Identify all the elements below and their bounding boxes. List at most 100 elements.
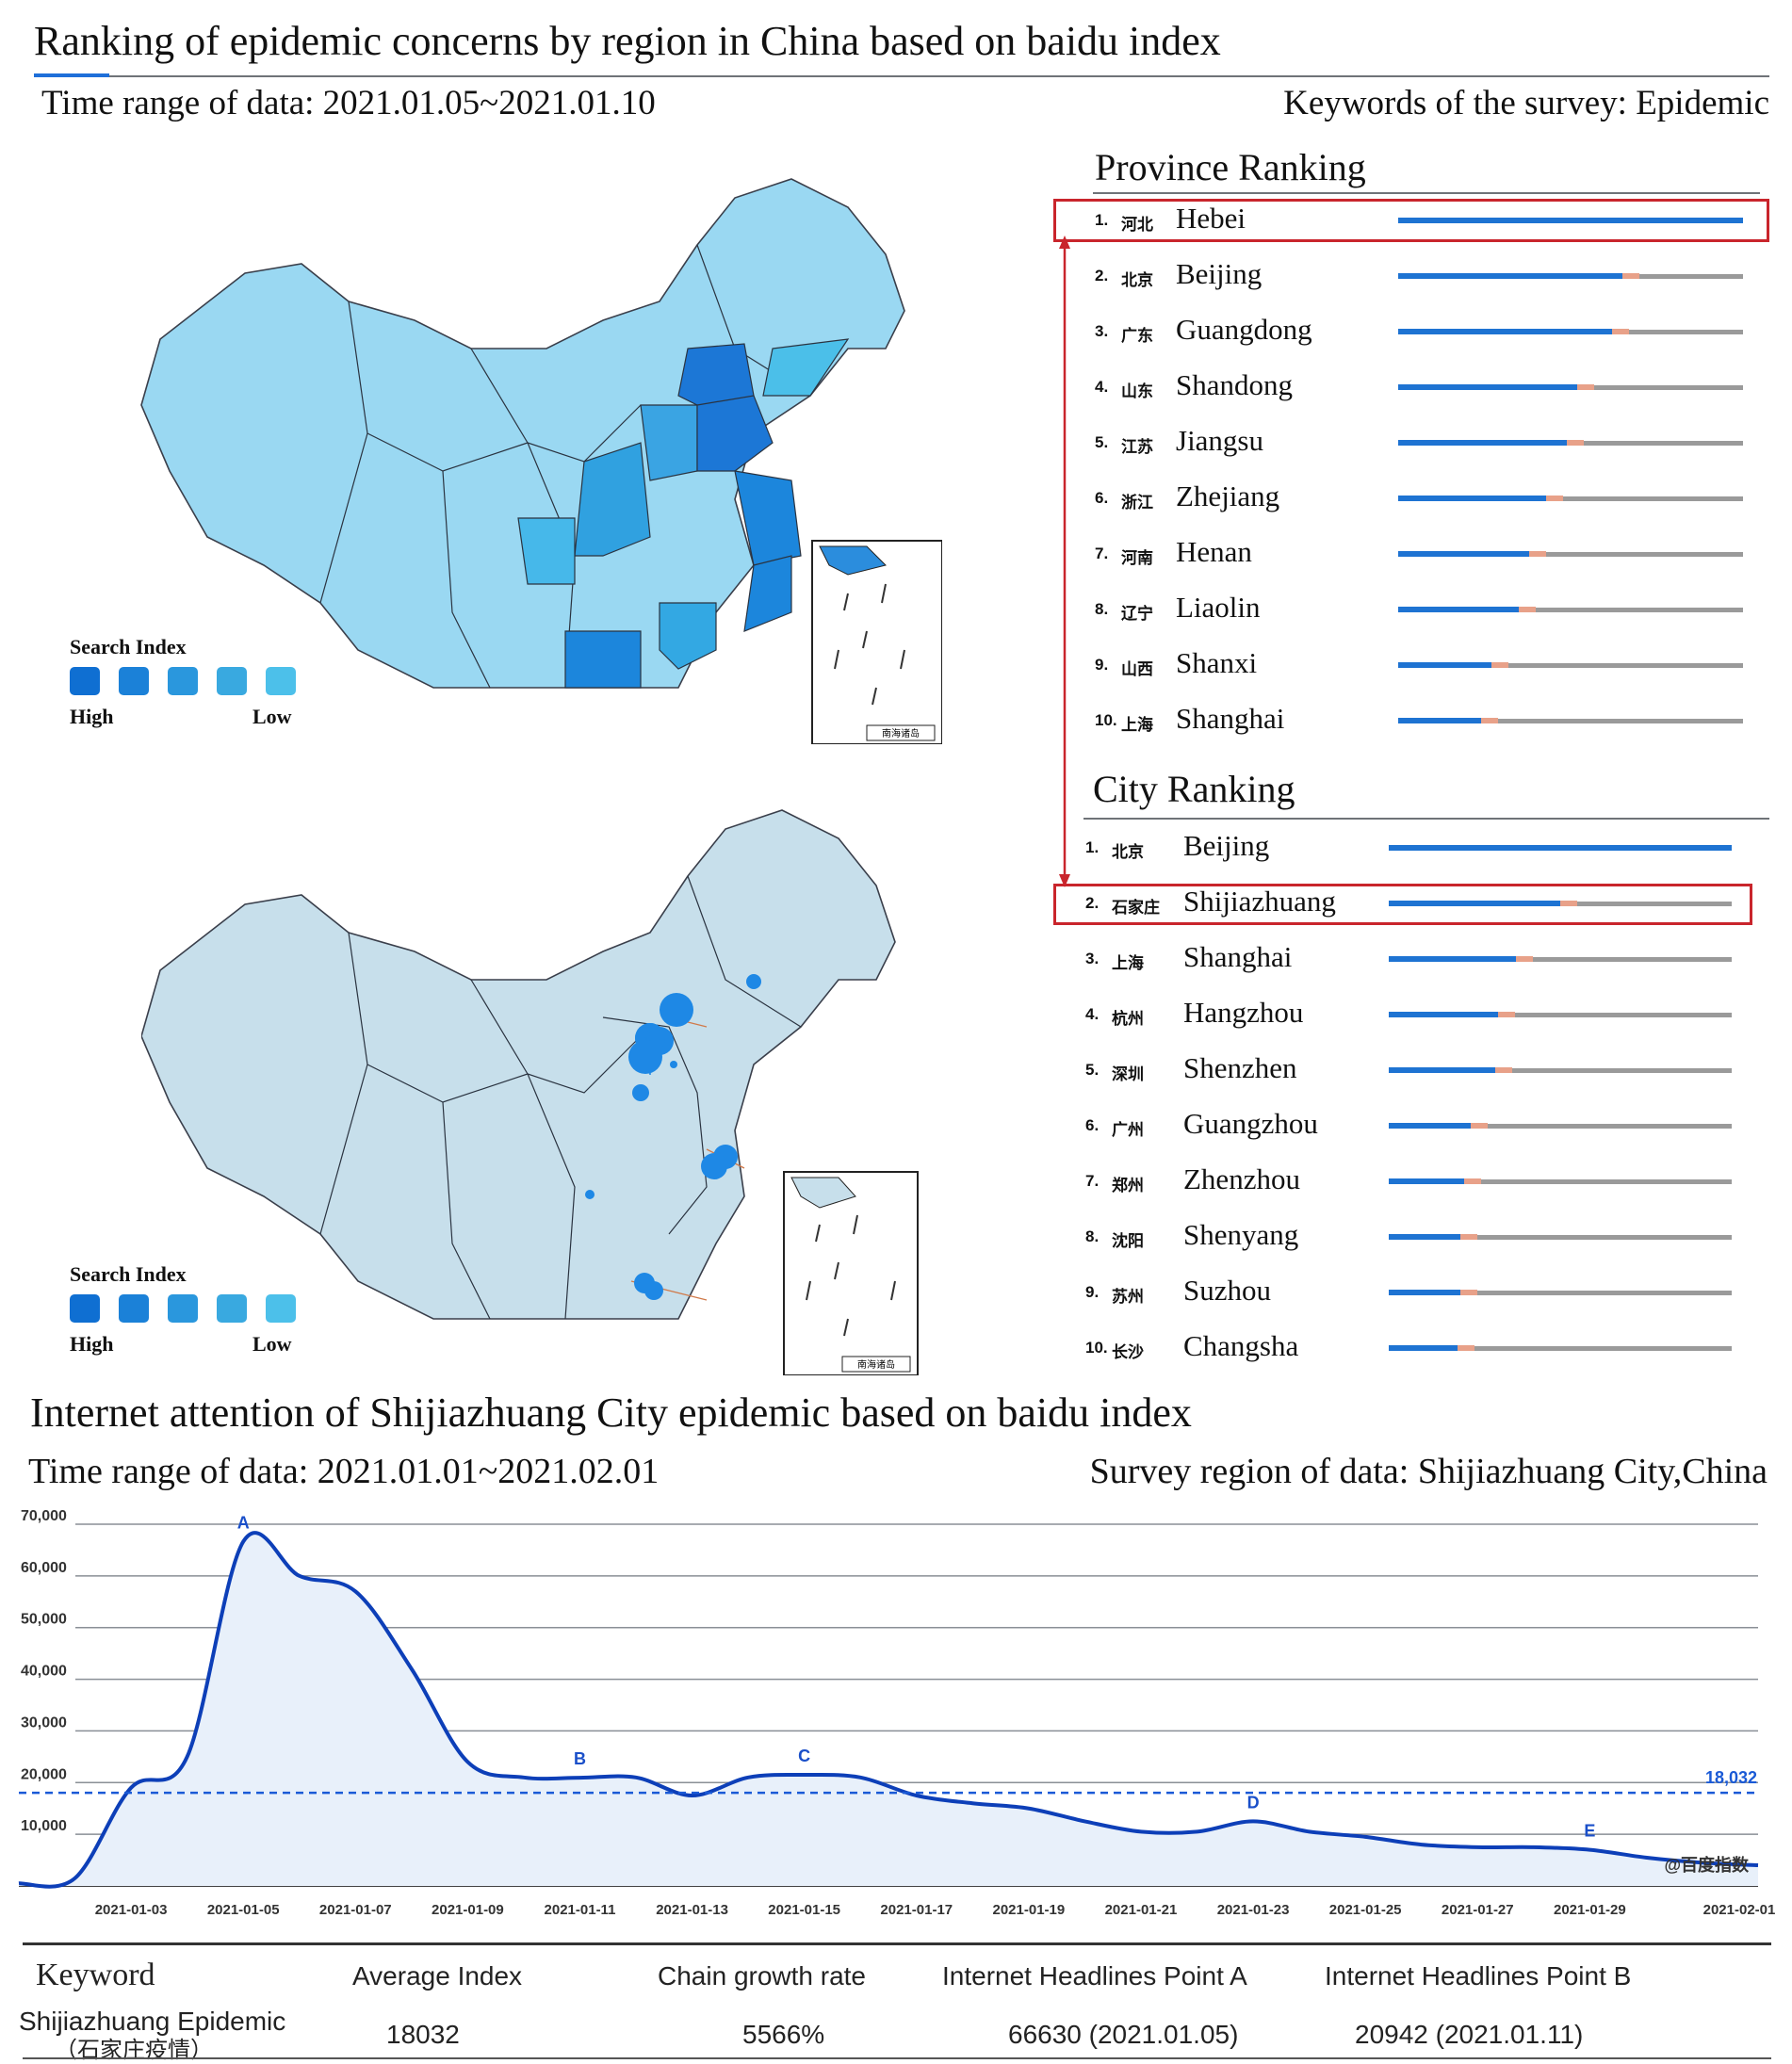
rank-bar-fill — [1389, 1345, 1458, 1351]
rank-number: 3. — [1085, 950, 1100, 967]
rank-bar-track — [1398, 384, 1743, 390]
rank-name-en: Shijiazhuang — [1183, 885, 1336, 918]
rank-number: 9. — [1085, 1283, 1100, 1301]
rank-name-cn: 辽宁 — [1121, 605, 1153, 624]
province_ranking-row: 3. 广东 Guangdong — [1095, 309, 1754, 356]
rank-name-en: Shanxi — [1176, 646, 1258, 679]
legend-high: High — [70, 705, 114, 728]
rank-bar-track — [1389, 1345, 1732, 1351]
rank-name-en: Suzhou — [1183, 1274, 1271, 1307]
city_ranking-row: 6. 广州 Guangzhou — [1085, 1103, 1745, 1150]
rank-bar-track — [1398, 496, 1743, 501]
legend-swatch-3b — [168, 1294, 198, 1323]
legend-swatch-4 — [217, 667, 247, 695]
city_ranking-row: 8. 沈阳 Shenyang — [1085, 1214, 1745, 1261]
rank-number: 5. — [1095, 433, 1109, 451]
table-header-keyword: Keyword — [36, 1958, 155, 1992]
time-range-label: Time range of data: 2021.01.05~2021.01.1… — [41, 84, 656, 122]
province_ranking-row: 7. 河南 Henan — [1095, 531, 1754, 578]
annotation-label: D — [1247, 1793, 1260, 1812]
rank-bar-fill — [1398, 607, 1520, 612]
rank-bar-track — [1389, 1012, 1732, 1017]
rank-name-en: Liaolin — [1176, 591, 1261, 624]
legend-swatch-5b — [266, 1294, 296, 1323]
rank-bar-tip — [1567, 440, 1585, 446]
rank-name-en: Zhejiang — [1176, 479, 1280, 512]
rank-name-cn: 广东 — [1121, 327, 1153, 346]
rank-bar-fill — [1389, 845, 1732, 851]
rank-bar-fill — [1398, 496, 1547, 501]
city_ranking-row: 2. 石家庄 Shijiazhuang — [1085, 881, 1745, 928]
inset-label: 南海诸岛 — [882, 727, 920, 739]
rank-bar-track — [1398, 607, 1743, 612]
annotation-label: C — [798, 1747, 810, 1765]
rank-bar-track — [1389, 901, 1732, 906]
table-header-point-b: Internet Headlines Point B — [1325, 1961, 1632, 1991]
table-chain: 5566% — [742, 2020, 825, 2049]
rank-number: 10. — [1085, 1339, 1108, 1357]
section2-title: Internet attention of Shijiazhuang City … — [30, 1390, 1192, 1436]
legend-swatch-1b — [70, 1294, 100, 1323]
inset-label-2: 南海诸岛 — [857, 1358, 895, 1371]
average-label: 18,032 — [1705, 1768, 1757, 1787]
rank-name-en: Changsha — [1183, 1329, 1299, 1362]
rank-bar-fill — [1389, 956, 1516, 962]
legend-swatch-5 — [266, 667, 296, 695]
highlight-shijiazhuang — [1053, 884, 1752, 925]
rank-number: 7. — [1085, 1172, 1100, 1190]
rank-bar-fill — [1398, 551, 1530, 557]
rank-bar-fill — [1389, 1290, 1461, 1295]
province_ranking-row: 4. 山东 Shandong — [1095, 365, 1754, 412]
rank-name-cn: 郑州 — [1112, 1177, 1144, 1195]
rank-name-cn: 山西 — [1121, 660, 1153, 679]
x-tick-label: 2021-01-09 — [432, 1902, 504, 1918]
legend-title: Search Index — [70, 635, 187, 658]
rank-bar-tip — [1460, 1234, 1478, 1240]
province_ranking-row: 10. 上海 Shanghai — [1095, 698, 1754, 745]
bubble-shenzhen — [644, 1281, 663, 1300]
table-header-chain: Chain growth rate — [658, 1961, 867, 1991]
rank-name-cn: 苏州 — [1112, 1288, 1144, 1307]
rank-name-cn: 深圳 — [1112, 1065, 1144, 1084]
city_ranking-row: 4. 杭州 Hangzhou — [1085, 992, 1745, 1039]
rank-name-en: Hebei — [1176, 202, 1246, 235]
rank-name-cn: 河南 — [1121, 549, 1153, 568]
legend-title-2: Search Index — [70, 1262, 187, 1286]
rank-name-en: Beijing — [1176, 257, 1263, 290]
rank-bar-tip — [1560, 901, 1577, 906]
rank-bar-tip — [1460, 1290, 1478, 1295]
rank-bar-track — [1398, 329, 1743, 334]
rank-name-en: Henan — [1176, 535, 1252, 568]
rank-bar-fill — [1389, 1178, 1465, 1184]
rank-number: 1. — [1095, 211, 1109, 229]
y-tick-label: 50,000 — [21, 1612, 67, 1628]
rank-bar-fill — [1398, 384, 1578, 390]
x-tick-label: 2021-01-21 — [1105, 1902, 1178, 1918]
rank-bar-fill — [1398, 329, 1612, 334]
y-tick-label: 20,000 — [21, 1766, 67, 1782]
rank-bar-tip — [1621, 273, 1639, 279]
rank-number: 6. — [1095, 489, 1109, 507]
baidu-watermark: @百度指数 — [1664, 1855, 1750, 1875]
bubble-beijing — [660, 993, 693, 1027]
x-tick-label: 2021-01-23 — [1217, 1902, 1290, 1918]
rank-number: 4. — [1085, 1005, 1100, 1023]
rank-bar-track — [1389, 845, 1732, 851]
rank-name-en: Beijing — [1183, 829, 1270, 862]
legend-swatch-4b — [217, 1294, 247, 1323]
legend-swatch-3 — [168, 667, 198, 695]
rank-bar-fill — [1389, 1234, 1461, 1240]
rank-bar-tip — [1519, 607, 1537, 612]
bubble-changsha — [585, 1190, 595, 1199]
rank-bar-fill — [1398, 273, 1622, 279]
rank-number: 4. — [1095, 378, 1109, 396]
y-tick-label: 10,000 — [21, 1818, 67, 1834]
rank-name-en: Shandong — [1176, 368, 1293, 401]
legend-swatch-2 — [119, 667, 149, 695]
city_ranking-row: 7. 郑州 Zhenzhou — [1085, 1159, 1745, 1206]
rank-name-cn: 上海 — [1112, 954, 1144, 973]
x-tick-label: 2021-02-01 — [1703, 1902, 1776, 1918]
x-tick-label: 2021-01-27 — [1442, 1902, 1514, 1918]
province-choropleth-map: 南海诸岛 — [140, 178, 942, 744]
city-ranking-heading: City Ranking — [1093, 768, 1295, 810]
